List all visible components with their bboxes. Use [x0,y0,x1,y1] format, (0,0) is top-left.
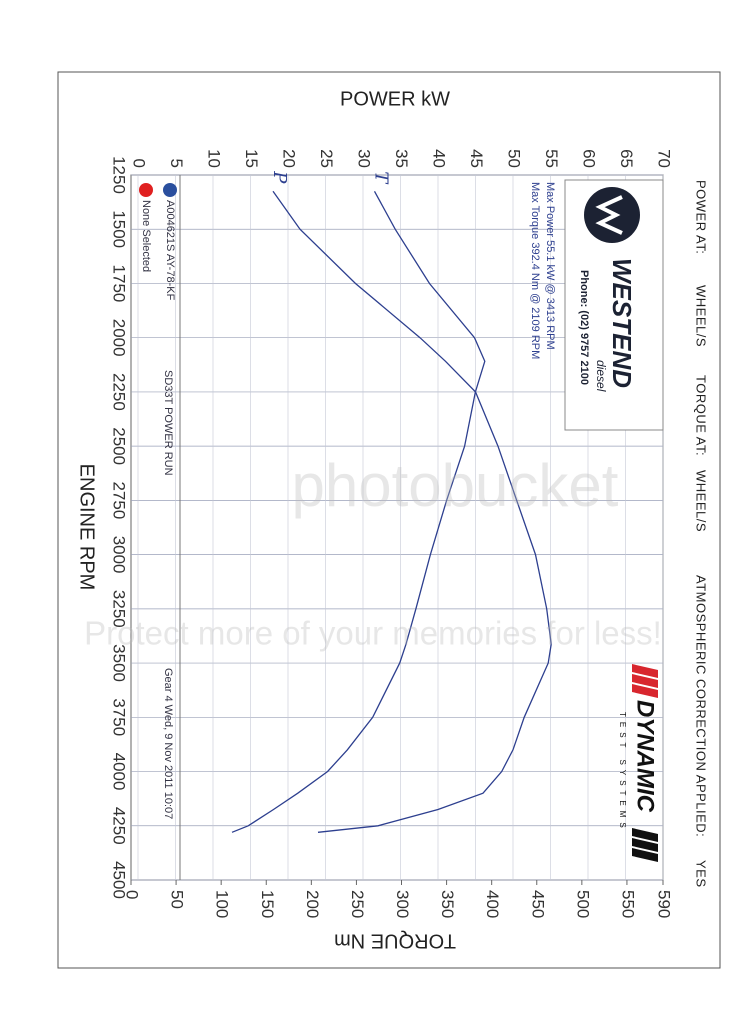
y-tick-label: 35 [392,149,411,168]
y2-tick-label: 100 [213,890,232,918]
annotation: Max Torque 392.4 Nm @ 2109 RPM [529,182,541,359]
run-title: SD33T POWER RUN [162,370,174,476]
logo-phone: Phone: (02) 9757 2100 [578,270,590,385]
logo-emblem-mark [595,195,623,235]
x-tick-label: 1500 [110,210,129,248]
x-tick-label: 3750 [110,698,129,736]
watermark-slogan: Protect more of your memories for less! [84,615,662,652]
header-value: WHEEL/S [694,470,709,532]
x-tick-label: 4500 [110,861,129,899]
y2-tick-label: 150 [258,890,277,918]
y2-tick-label: 500 [573,890,592,918]
logo-box [564,179,664,431]
y2-tick-label: 0 [123,890,142,899]
series-line [231,190,486,833]
y-tick-label: 50 [505,149,524,168]
legend-swatch [163,183,177,197]
run-info: Gear 4 Wed, 9 Nov 2011 10:07 [162,668,174,819]
x-tick-label: 3500 [110,644,129,682]
outer-frame [57,71,721,969]
header-label: POWER AT: [694,180,709,254]
y-axis-title: POWER kW [340,88,450,110]
series-label: T [370,171,391,185]
y-tick-label: 65 [617,149,636,168]
y2-tick-label: 250 [348,890,367,918]
watermark: photobucket Protect more of your memorie… [84,452,662,652]
x-axis-title: ENGINE RPM [76,464,98,591]
x-tick-label: 2500 [110,427,129,465]
y2-tick-label: 200 [303,890,322,918]
y-tick-label: 10 [205,149,224,168]
plot: 1250150017502000225025002750300032503500… [110,149,674,918]
x-tick-label: 3250 [110,590,129,628]
y2-tick-label: 400 [483,890,502,918]
header-value: YES [694,860,709,888]
y-tick-label: 15 [242,149,261,168]
x-tick-label: 4250 [110,807,129,845]
y-tick-label: 25 [317,149,336,168]
series-line [272,190,552,833]
y-tick-label: 20 [280,149,299,168]
y2-tick-label: 350 [438,890,457,918]
y-tick-label: 0 [130,159,149,168]
logo-slashes [632,664,658,698]
legend-label: None Selected [140,200,152,272]
y-tick-label: 60 [580,149,599,168]
watermark-brand: photobucket [292,452,619,519]
rotated-sheet: POWER AT: WHEEL/S TORQUE AT: WHEEL/S ATM… [57,71,721,969]
x-tick-label: 3000 [110,536,129,574]
header-label: ATMOSPHERIC CORRECTION APPLIED: [694,575,709,837]
legend-swatch [139,183,153,197]
legend-label: A004621S AY-78-KF [164,200,176,301]
logo-subtext: diesel [594,360,608,392]
header-label: TORQUE AT: [694,375,709,456]
x-tick-label: 2750 [110,481,129,519]
logo-text: DYNAMIC [632,700,659,813]
x-tick-label: 2000 [110,319,129,357]
y-tick-label: 55 [542,149,561,168]
y-tick-label: 30 [355,149,374,168]
logo-text: WESTEND [607,258,637,388]
x-tick-label: 1750 [110,265,129,303]
logo-subtext: TEST SYSTEMS [618,712,627,833]
y2-tick-label: 590 [655,890,674,918]
y-tick-label: 40 [430,149,449,168]
y2-axis-title: TORQUE Nm [334,930,456,952]
y-tick-label: 45 [467,149,486,168]
y2-tick-label: 550 [618,890,637,918]
y-tick-label: 70 [655,149,674,168]
logo-slashes [632,828,658,862]
y2-tick-label: 300 [393,890,412,918]
legend: A004621S AY-78-KF None Selected [139,183,177,301]
series-label: P [269,170,290,184]
annotation: Max Power 55.1 kW @ 3413 RPM [544,182,556,350]
x-tick-label: 4000 [110,753,129,791]
x-tick-label: 2250 [110,373,129,411]
y2-tick-label: 50 [168,890,187,909]
x-tick-label: 1250 [110,156,129,194]
y-tick-label: 5 [167,159,186,168]
header-value: WHEEL/S [694,285,709,347]
y2-tick-label: 450 [528,890,547,918]
